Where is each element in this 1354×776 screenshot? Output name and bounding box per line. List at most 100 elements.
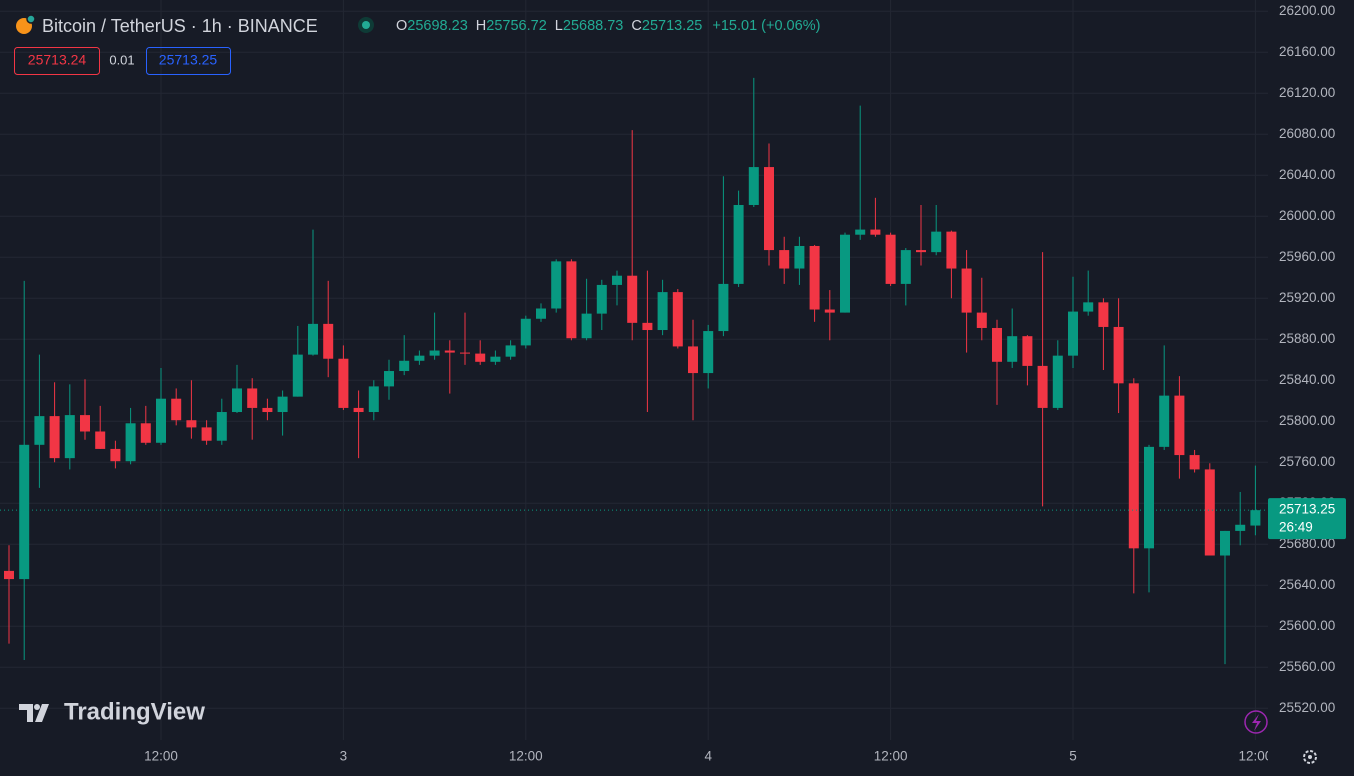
candle-body: [596, 284, 607, 314]
candle-body: [885, 234, 896, 284]
candle-body: [34, 416, 45, 445]
candle-body: [186, 420, 197, 428]
candle-body: [460, 352, 470, 354]
x-tick-label: 3: [340, 749, 348, 764]
y-tick-label: 25880.00: [1279, 331, 1335, 346]
candle-body: [840, 234, 850, 313]
symbol[interactable]: Bitcoin / TetherUS · 1h · BINANCE: [42, 16, 318, 36]
candle-body: [247, 388, 258, 408]
candle-body: [262, 407, 273, 413]
candle-body: [140, 423, 151, 443]
alert-bolt[interactable]: [1252, 714, 1261, 731]
candle-body: [931, 231, 942, 253]
candle-body: [292, 354, 303, 397]
candle-body: [1174, 395, 1185, 456]
candle-body: [277, 396, 288, 413]
candle-body: [110, 448, 121, 462]
candle-body: [1220, 530, 1230, 556]
candle-body: [1159, 395, 1170, 447]
candle-body: [1052, 355, 1063, 408]
candle-body: [1037, 365, 1048, 408]
candle-body: [1204, 469, 1215, 556]
settings-icon-center[interactable]: [1308, 755, 1312, 759]
coin-badge: [26, 14, 36, 24]
y-tick-label: 26160.00: [1279, 44, 1335, 59]
x-tick-label: 12:00: [509, 749, 543, 764]
candle-body: [764, 167, 774, 251]
x-tick-label: 5: [1069, 749, 1077, 764]
settings-icon[interactable]: [1303, 750, 1317, 764]
candle-body: [95, 431, 106, 449]
candle-body: [308, 323, 318, 355]
candle-body: [505, 345, 516, 357]
sell-price[interactable]: 25713.24: [28, 52, 87, 68]
y-tick-label: 25800.00: [1279, 413, 1335, 428]
sell-box[interactable]: [14, 47, 100, 75]
price-axis: 26200.00 26160.00 26120.00 26080.00 26040.00…: [1268, 0, 1354, 776]
plot-area: 12:00 3 12:00 4 12:00 5 12:00: [0, 0, 1272, 764]
y-tick-label: 26080.00: [1279, 126, 1335, 141]
countdown: 26:49: [1279, 520, 1313, 535]
candle-body: [900, 250, 911, 284]
y-tick-label: 26000.00: [1279, 208, 1335, 223]
y-tick-label: 26200.00: [1279, 3, 1335, 18]
change: +15.01 (+0.06%): [712, 18, 820, 34]
candle-body: [19, 444, 30, 580]
candle-body: [216, 412, 227, 441]
candle-body: [338, 358, 349, 408]
candle-body: [824, 309, 835, 313]
candle-body: [703, 331, 714, 374]
candle-body: [475, 353, 486, 362]
candle-body: [961, 268, 972, 313]
candle-body: [1098, 302, 1109, 327]
logo-text: TradingView: [64, 698, 205, 725]
ohlc-label: C: [631, 18, 641, 34]
candle-body: [490, 356, 501, 362]
candle-body: [946, 231, 957, 269]
candle-body: [688, 346, 698, 374]
candle-body: [779, 250, 790, 269]
candle-body: [1022, 336, 1033, 366]
ohlc: O25698.23 H25756.72 L25688.73 C25713.25 …: [396, 18, 820, 34]
candle-body: [672, 292, 683, 347]
status-dot: [362, 21, 370, 29]
last-price-label: 25713.25: [1279, 502, 1335, 517]
y-tick-label: 25840.00: [1279, 372, 1335, 387]
candle-body: [855, 229, 866, 235]
alert-icon[interactable]: [1244, 710, 1268, 734]
ohlc-value: 25756.72: [486, 18, 546, 34]
y-tick-label: 25640.00: [1279, 577, 1335, 592]
logo: TradingView: [19, 698, 205, 725]
candle-body: [657, 292, 668, 331]
y-tick-label: 25920.00: [1279, 290, 1335, 305]
logo-dot: [34, 704, 40, 710]
axis-panel: [1268, 0, 1354, 776]
candle-body: [566, 261, 577, 339]
candle-body: [414, 355, 425, 361]
ohlc-label: H: [476, 18, 486, 34]
candle-body: [368, 386, 379, 413]
y-tick-label: 26040.00: [1279, 167, 1335, 182]
candle-body: [612, 275, 622, 285]
y-tick-label: 25960.00: [1279, 249, 1335, 264]
candle-body: [1235, 524, 1246, 531]
last-price-tag: [1268, 498, 1346, 540]
ohlc-value: 25713.25: [642, 18, 702, 34]
candle-body: [520, 318, 531, 346]
buy-box[interactable]: [146, 47, 231, 75]
candle-body: [718, 283, 729, 332]
candle-body: [551, 261, 562, 309]
candle-body: [323, 323, 334, 359]
buy-price[interactable]: 25713.25: [159, 52, 218, 68]
candle-body: [49, 416, 60, 459]
x-tick-label: 4: [704, 749, 712, 764]
candle-body: [444, 350, 455, 353]
candle-body: [399, 360, 410, 372]
x-tick-label: 12:00: [1239, 749, 1273, 764]
candle-body: [64, 415, 75, 459]
candle-body: [125, 423, 136, 462]
candle-body: [809, 245, 820, 310]
